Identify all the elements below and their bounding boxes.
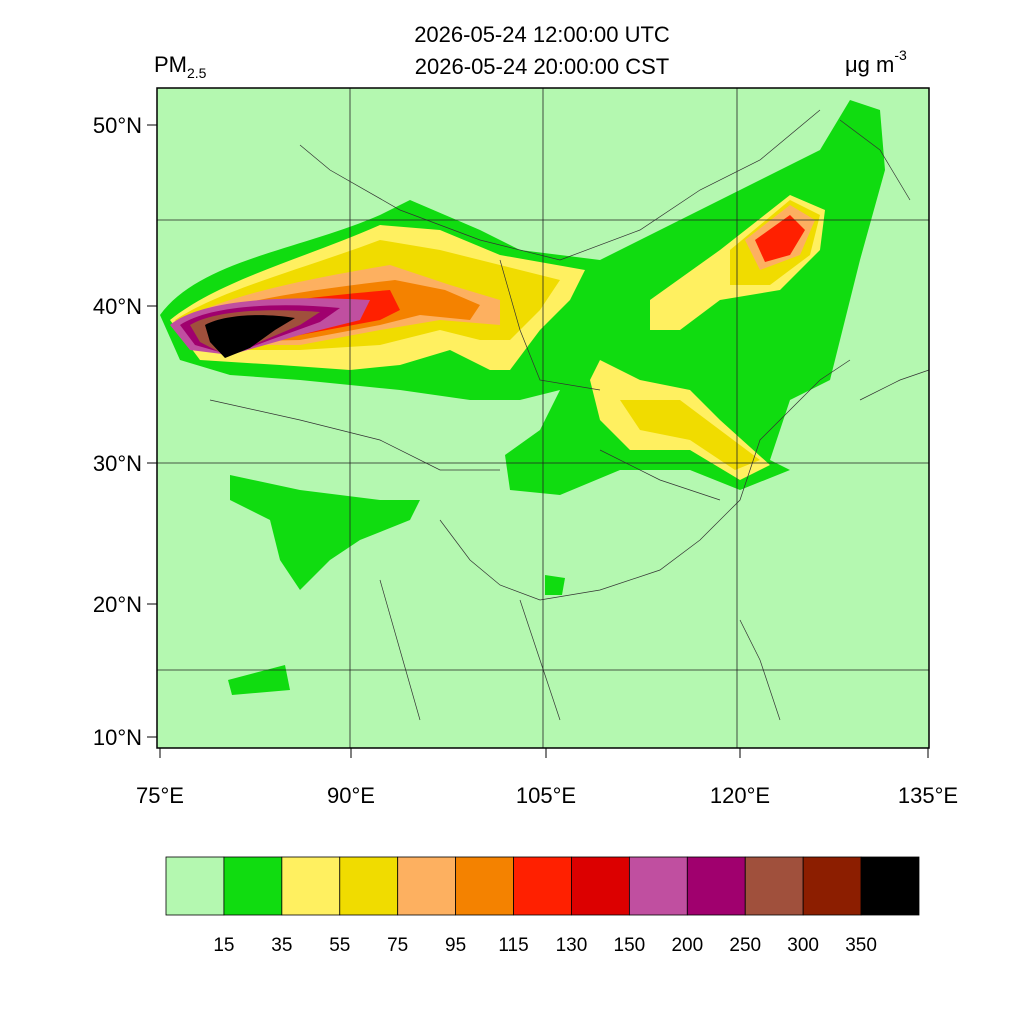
lon-label: 90°E bbox=[327, 783, 375, 808]
lon-label: 135°E bbox=[898, 783, 958, 808]
pollution-area bbox=[620, 400, 760, 470]
colorbar: 15 35 55 75 95 115 130 150 200 250 300 350 bbox=[165, 856, 920, 956]
colorbar-label: 35 bbox=[271, 935, 292, 956]
colorbar-label: 115 bbox=[498, 935, 528, 956]
colorbar-label: 200 bbox=[671, 935, 703, 956]
colorbar-label: 75 bbox=[387, 935, 408, 956]
colorbar-label: 150 bbox=[614, 935, 646, 956]
title-utc: 2026-05-24 12:00:00 UTC bbox=[414, 22, 670, 47]
border bbox=[209, 109, 821, 501]
colorbar-label: 130 bbox=[556, 935, 588, 956]
colorbar-box bbox=[397, 856, 457, 916]
lon-label: 105°E bbox=[516, 783, 576, 808]
colorbar-label: 15 bbox=[213, 935, 234, 956]
pollution-area bbox=[755, 215, 805, 262]
pollution-area bbox=[545, 575, 565, 595]
lon-label: 75°E bbox=[136, 783, 184, 808]
pollution-area bbox=[205, 315, 295, 358]
colorbar-box bbox=[628, 856, 688, 916]
pollution-area bbox=[228, 665, 290, 695]
variable-name: PM2.5 bbox=[154, 52, 207, 81]
lat-label: 30°N bbox=[93, 451, 142, 476]
lat-label: 50°N bbox=[93, 113, 142, 138]
title-local: 2026-05-24 20:00:00 CST bbox=[415, 54, 669, 79]
map-frame bbox=[156, 87, 930, 749]
pollution-area bbox=[230, 475, 420, 590]
lon-label: 120°E bbox=[710, 783, 770, 808]
colorbar-box bbox=[802, 856, 862, 916]
colorbar-box bbox=[686, 856, 746, 916]
colorbar-label: 95 bbox=[445, 935, 466, 956]
colorbar-label: 300 bbox=[787, 935, 819, 956]
colorbar-box bbox=[860, 856, 920, 916]
colorbar-label: 250 bbox=[729, 935, 761, 956]
map bbox=[156, 87, 930, 749]
colorbar-box bbox=[513, 856, 572, 916]
colorbar-box bbox=[281, 856, 341, 916]
colorbar-box bbox=[744, 856, 804, 916]
colorbar-box bbox=[455, 856, 514, 916]
lat-label: 20°N bbox=[93, 592, 142, 617]
variable: PM bbox=[154, 52, 187, 77]
unit: μg m-3 bbox=[845, 47, 907, 77]
coastline bbox=[379, 119, 930, 721]
colorbar-box bbox=[339, 856, 399, 916]
unit-text: μg m bbox=[845, 52, 894, 77]
lat-label: 40°N bbox=[93, 294, 142, 319]
lat-label: 10°N bbox=[93, 725, 142, 750]
unit-superscript: -3 bbox=[894, 47, 907, 63]
colorbar-box bbox=[571, 856, 630, 916]
axis-labels: 50°N 40°N 30°N 20°N 10°N 75°E 90°E 105°E 120°E 13… bbox=[93, 113, 958, 808]
colorbar-label: 55 bbox=[329, 935, 350, 956]
colorbar-box bbox=[223, 856, 283, 916]
colorbar-box bbox=[165, 856, 225, 916]
variable-subscript: 2.5 bbox=[187, 65, 207, 81]
colorbar-label: 350 bbox=[845, 935, 877, 956]
graticule bbox=[157, 88, 929, 748]
